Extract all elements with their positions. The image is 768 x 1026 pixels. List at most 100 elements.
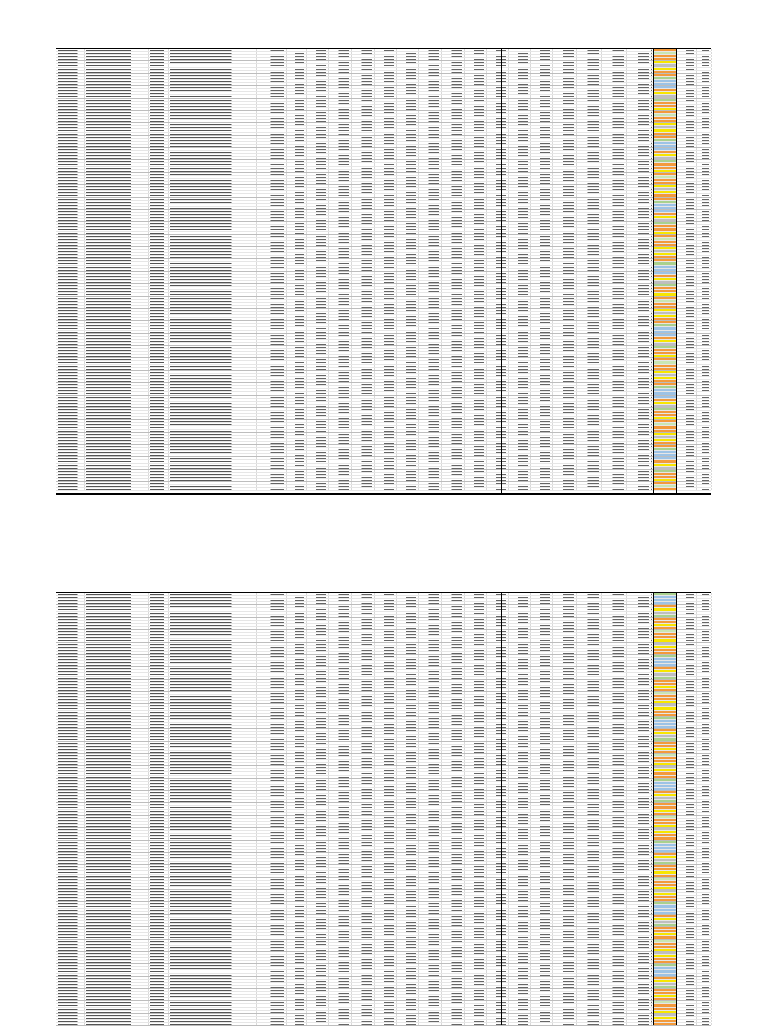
cell-c11 bbox=[396, 735, 419, 738]
cell-name bbox=[84, 339, 149, 342]
cell-c16 bbox=[508, 623, 531, 627]
cell-c16 bbox=[508, 676, 531, 679]
cell-c06 bbox=[286, 98, 307, 101]
cell-c16 bbox=[508, 472, 531, 475]
cell-name bbox=[84, 318, 149, 321]
cell-c13 bbox=[441, 692, 465, 695]
cell-c18 bbox=[552, 293, 577, 296]
cell-region bbox=[168, 117, 257, 120]
cell-c21 bbox=[626, 58, 652, 61]
table-row bbox=[56, 144, 712, 148]
cell-c25 bbox=[696, 120, 712, 123]
cell-c17 bbox=[530, 126, 553, 129]
cell-c25 bbox=[696, 253, 712, 256]
cell-c24 bbox=[678, 401, 697, 404]
table-row bbox=[56, 219, 712, 223]
cell-c15 bbox=[486, 52, 509, 55]
cell-code bbox=[56, 277, 85, 281]
cell-c12 bbox=[418, 61, 442, 64]
cell-c14 bbox=[464, 701, 487, 704]
cell-c11 bbox=[396, 138, 419, 141]
cell-c07 bbox=[306, 593, 329, 596]
cell-c18 bbox=[552, 441, 577, 444]
cell-c20 bbox=[601, 373, 627, 376]
cell-c10 bbox=[374, 231, 397, 234]
cell-type bbox=[148, 308, 169, 311]
cell-c11 bbox=[396, 123, 419, 126]
cell-c09 bbox=[351, 380, 375, 383]
cell-c18 bbox=[552, 620, 577, 623]
cell-c20 bbox=[601, 55, 627, 58]
cell-c19 bbox=[576, 352, 602, 355]
cell-c08 bbox=[328, 454, 352, 457]
cell-c19 bbox=[576, 281, 602, 284]
cell-c24 bbox=[678, 49, 697, 52]
cell-name bbox=[84, 460, 149, 463]
cell-c25 bbox=[696, 370, 712, 373]
table-row bbox=[56, 346, 712, 350]
cell-c18 bbox=[552, 617, 577, 620]
cell-c18 bbox=[552, 386, 577, 389]
cell-c13 bbox=[441, 185, 465, 188]
cell-c25 bbox=[696, 237, 712, 240]
cell-c16 bbox=[508, 265, 531, 268]
cell-c17 bbox=[530, 605, 553, 608]
cell-c07 bbox=[306, 645, 329, 648]
cell-c09 bbox=[351, 392, 375, 395]
cell-c20 bbox=[601, 732, 627, 735]
cell-c05 bbox=[256, 110, 287, 113]
cell-c24 bbox=[678, 716, 697, 719]
cell-c16 bbox=[508, 144, 531, 147]
cell-c21 bbox=[626, 107, 652, 110]
cell-c10 bbox=[374, 457, 397, 460]
cell-c11 bbox=[396, 188, 419, 191]
cell-c15 bbox=[486, 404, 509, 407]
cell-c20 bbox=[601, 682, 627, 685]
cell-c11 bbox=[396, 599, 419, 602]
cell-c07 bbox=[306, 49, 329, 52]
cell-c19 bbox=[576, 237, 602, 240]
cell-c21 bbox=[626, 698, 652, 701]
cell-c07 bbox=[306, 117, 329, 120]
cell-c25 bbox=[696, 268, 712, 271]
cell-c07 bbox=[306, 61, 329, 64]
cell-c08 bbox=[328, 324, 352, 327]
table-row bbox=[56, 630, 712, 634]
cell-c17 bbox=[530, 469, 553, 472]
cell-c25 bbox=[696, 169, 712, 172]
cell-c20 bbox=[601, 395, 627, 398]
cell-score bbox=[654, 479, 677, 482]
cell-c21 bbox=[626, 169, 652, 172]
cell-c05 bbox=[256, 611, 287, 614]
cell-c17 bbox=[530, 243, 553, 246]
cell-name bbox=[84, 642, 149, 645]
cell-c18 bbox=[552, 457, 577, 460]
cell-c15 bbox=[486, 688, 509, 691]
cell-c17 bbox=[530, 256, 553, 259]
cell-c10 bbox=[374, 420, 397, 423]
cell-c19 bbox=[576, 302, 602, 305]
cell-c24 bbox=[678, 129, 697, 132]
cell-c11 bbox=[396, 197, 419, 200]
cell-c09 bbox=[351, 247, 375, 250]
cell-c10 bbox=[374, 398, 397, 401]
cell-c16 bbox=[508, 370, 531, 373]
cell-c20 bbox=[601, 49, 627, 52]
cell-c16 bbox=[508, 83, 531, 86]
cell-c15 bbox=[486, 414, 509, 417]
cell-c19 bbox=[576, 414, 602, 417]
table-row bbox=[56, 302, 712, 306]
cell-c09 bbox=[351, 485, 375, 488]
cell-c13 bbox=[441, 741, 465, 744]
cell-c06 bbox=[286, 611, 307, 614]
cell-c07 bbox=[306, 129, 329, 132]
cell-score bbox=[654, 639, 677, 642]
cell-c17 bbox=[530, 166, 553, 169]
cell-c12 bbox=[418, 256, 442, 259]
cell-c18 bbox=[552, 299, 577, 302]
cell-c20 bbox=[601, 197, 627, 200]
cell-c19 bbox=[576, 333, 602, 336]
cell-c12 bbox=[418, 262, 442, 265]
cell-c18 bbox=[552, 611, 577, 614]
cell-region bbox=[168, 256, 257, 259]
